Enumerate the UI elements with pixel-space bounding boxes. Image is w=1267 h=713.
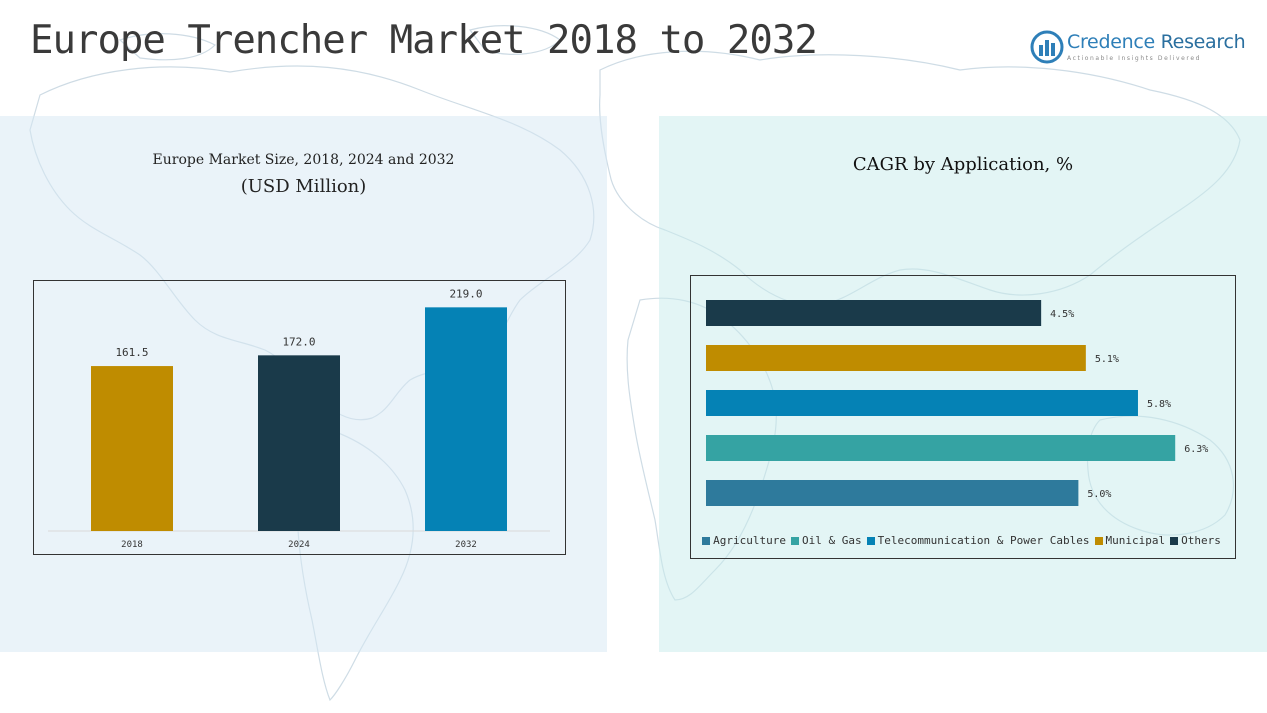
bar-2024 [258, 355, 340, 531]
market-size-chart-subtitle: (USD Million) [240, 176, 367, 197]
x-tick-label: 2024 [288, 540, 310, 550]
hbar-agriculture [706, 480, 1079, 506]
legend-label: Municipal [1105, 534, 1166, 547]
page-title: Europe Trencher Market 2018 to 2032 [30, 18, 818, 63]
hbar-telecommunication-power-cables [706, 390, 1138, 416]
bar-value-label: 172.0 [282, 335, 315, 348]
hbar-others [706, 300, 1042, 326]
logo-icon [1030, 30, 1064, 64]
legend-swatch [702, 536, 711, 545]
cagr-legend: Agriculture Oil & Gas Telecommunication & … [691, 534, 1237, 547]
market-size-chart-frame: 161.5 2018 172.0 2024 219.0 2032 [33, 280, 566, 555]
legend-item: Others [1170, 534, 1221, 547]
hbar-oil-gas [706, 435, 1176, 461]
cagr-panel: CAGR by Application, % 4.5% 5.1% 5.8% 6.3% 5… [659, 116, 1267, 652]
cagr-chart-frame: 4.5% 5.1% 5.8% 6.3% 5.0% Agriculture Oil & Ga… [690, 275, 1236, 559]
legend-swatch [790, 536, 799, 545]
bar-value-label: 219.0 [449, 287, 482, 300]
logo-name: Credence Research [1067, 31, 1246, 53]
legend-label: Agriculture [713, 534, 786, 547]
hbar-value-label: 5.8% [1147, 399, 1171, 410]
legend-item: Telecommunication & Power Cables [866, 534, 1090, 547]
hbar-value-label: 5.1% [1095, 354, 1119, 365]
legend-item: Agriculture [702, 534, 786, 547]
hbar-value-label: 6.3% [1184, 444, 1208, 455]
legend-swatch [1094, 536, 1103, 545]
legend-label: Others [1181, 534, 1221, 547]
cagr-chart-title: CAGR by Application, % [852, 154, 1074, 175]
x-tick-label: 2018 [121, 540, 143, 550]
legend-item: Oil & Gas [790, 534, 862, 547]
logo-name-part2: Research [1154, 31, 1246, 53]
legend-label: Telecommunication & Power Cables [877, 534, 1090, 547]
logo-name-part1: Credence [1067, 31, 1155, 53]
cagr-horizontal-bar-chart: 4.5% 5.1% 5.8% 6.3% 5.0% [706, 300, 1208, 506]
market-size-bar-chart: 161.5 2018 172.0 2024 219.0 2032 [48, 287, 550, 550]
legend-label: Oil & Gas [801, 534, 862, 547]
hbar-value-label: 5.0% [1087, 489, 1111, 500]
bar-2032 [425, 307, 507, 531]
legend-swatch [866, 536, 875, 545]
market-size-panel: Europe Market Size, 2018, 2024 and 2032 … [0, 116, 607, 652]
hbar-municipal [706, 345, 1086, 371]
credence-research-logo: Credence Research Actionable Insights De… [1030, 30, 1246, 70]
market-size-chart-title: Europe Market Size, 2018, 2024 and 2032 [152, 152, 455, 168]
legend-item: Municipal [1094, 534, 1166, 547]
bar-2018 [91, 366, 173, 531]
bar-value-label: 161.5 [115, 346, 148, 359]
legend-swatch [1170, 536, 1179, 545]
x-tick-label: 2032 [455, 540, 477, 550]
hbar-value-label: 4.5% [1050, 309, 1074, 320]
logo-tagline: Actionable Insights Delivered [1067, 55, 1202, 62]
